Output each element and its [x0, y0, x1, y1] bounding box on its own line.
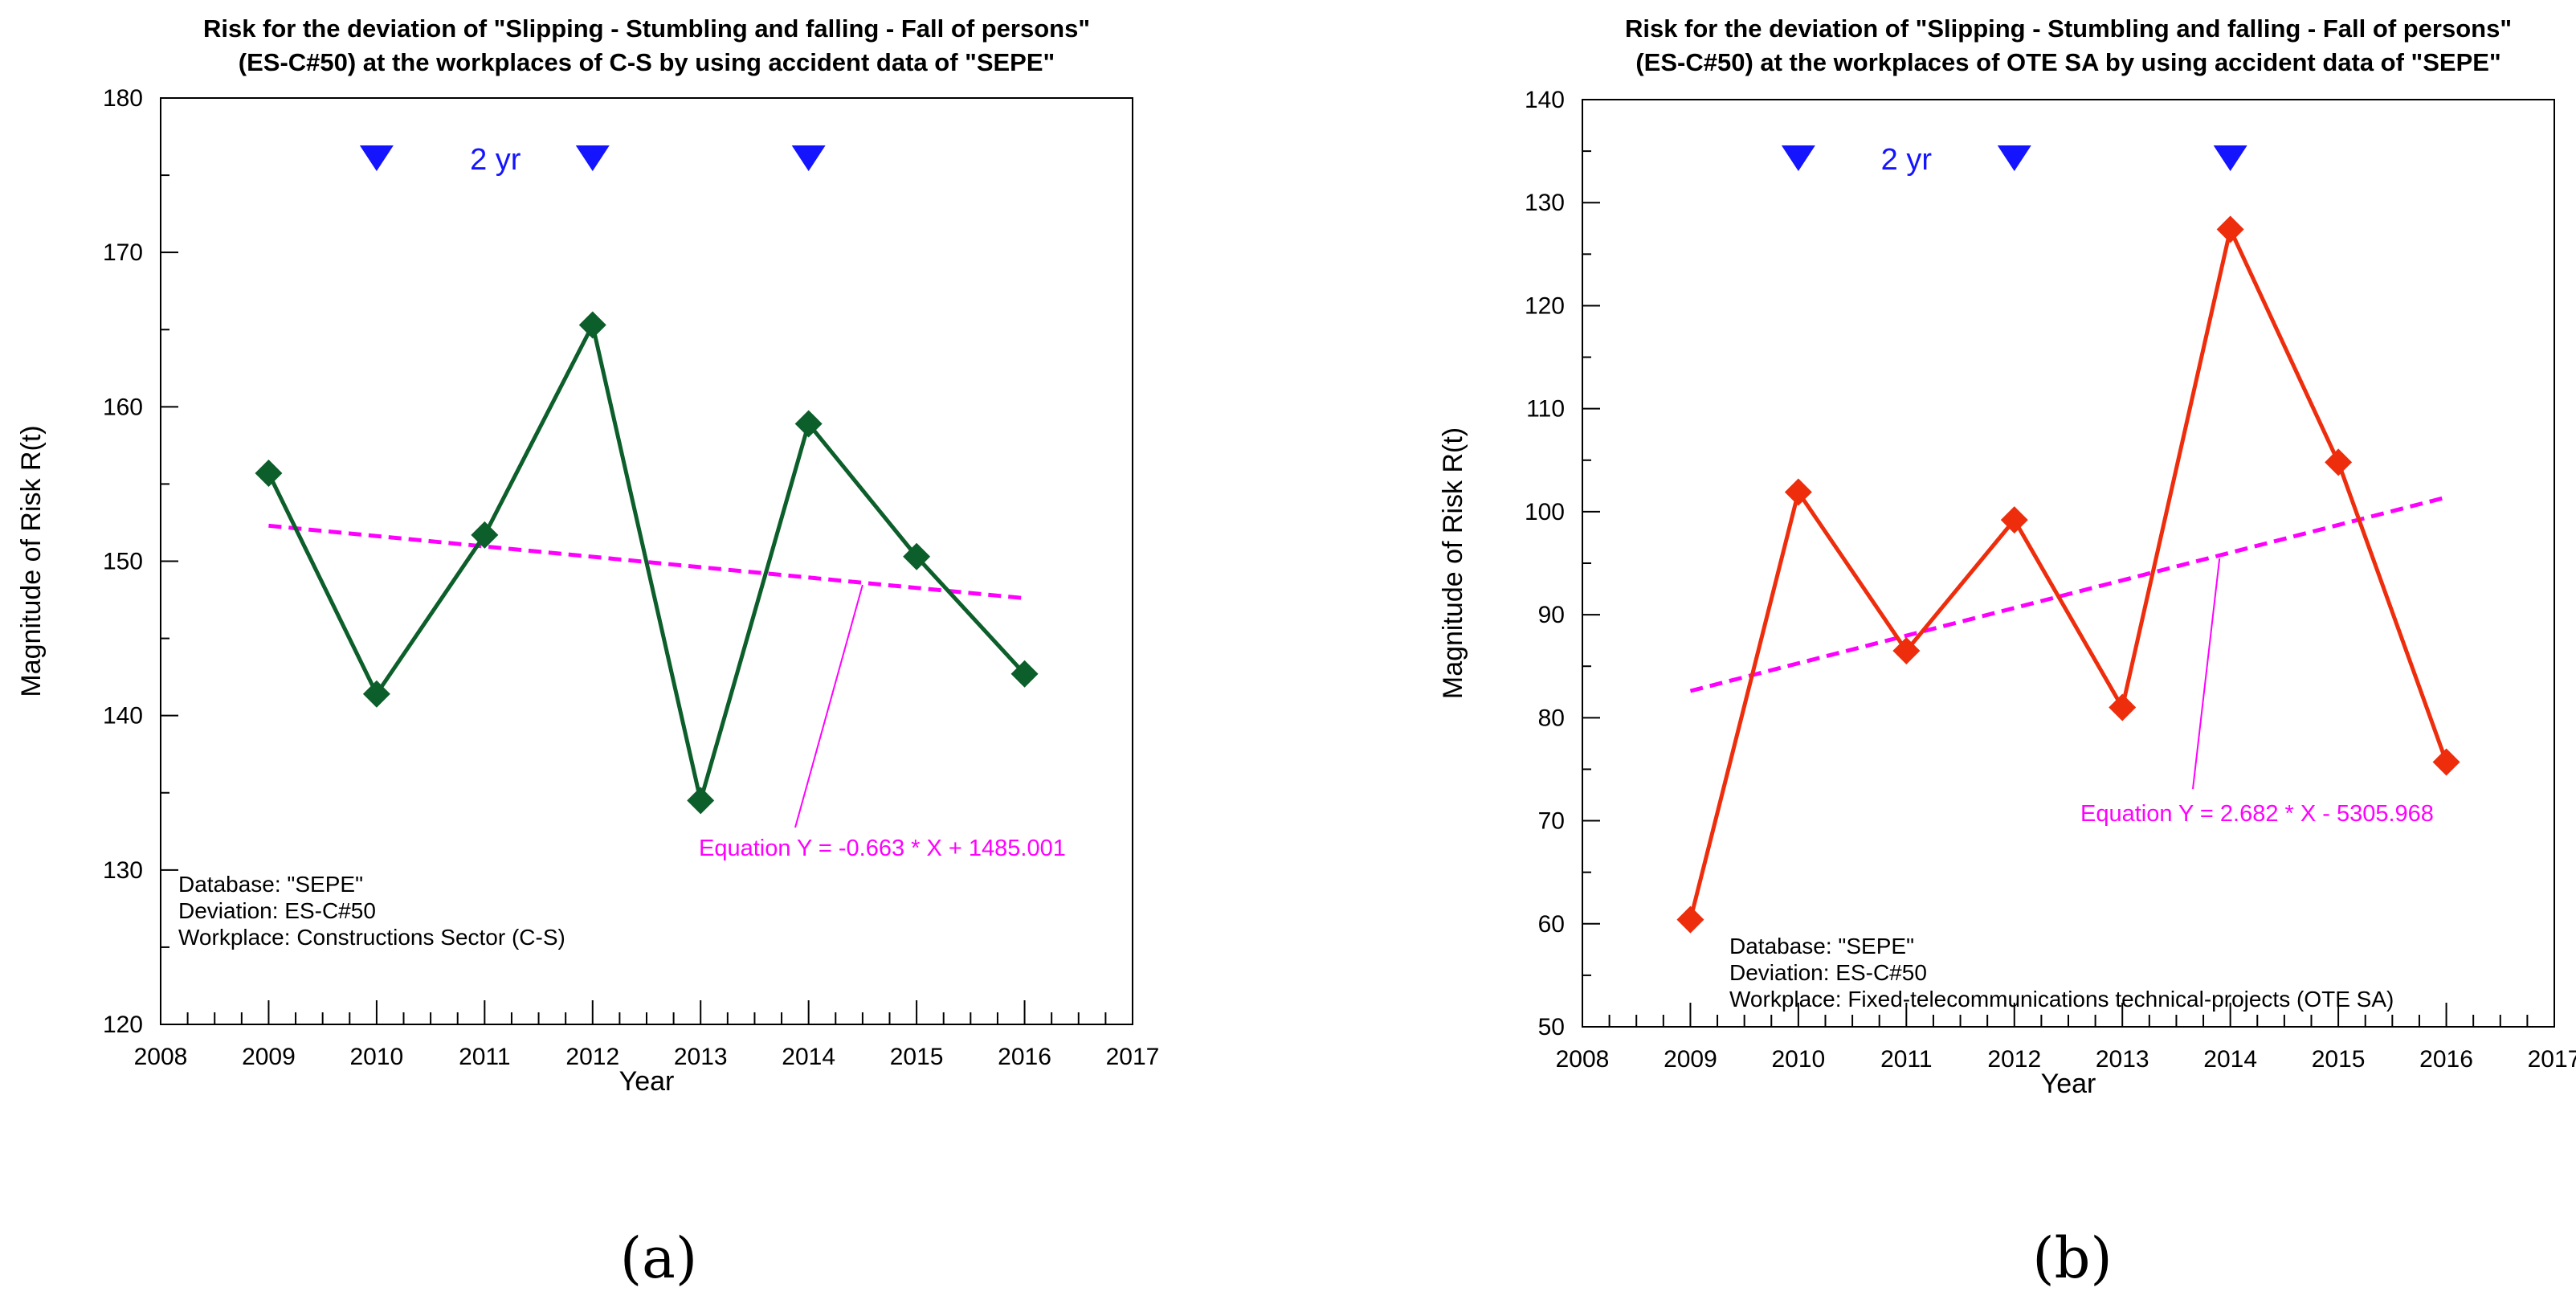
- y-tick-label: 130: [103, 857, 143, 884]
- trend-line: [1689, 495, 2447, 693]
- x-tick-label: 2016: [2419, 1046, 2473, 1073]
- data-point-marker: [2216, 215, 2244, 243]
- period-marker: [2213, 145, 2247, 171]
- y-tick-label: 80: [1538, 705, 1565, 731]
- x-tick-label: 2012: [565, 1044, 619, 1070]
- x-axis-label: Year: [619, 1066, 675, 1097]
- y-tick-label: 90: [1538, 602, 1565, 628]
- data-point-marker: [2432, 748, 2460, 776]
- data-point-marker: [362, 680, 390, 708]
- period-marker: [359, 145, 394, 171]
- trend-line: [268, 523, 1025, 601]
- series-line: [267, 322, 1027, 803]
- x-tick-label: 2009: [1664, 1046, 1717, 1073]
- period-marker: [1997, 145, 2031, 171]
- x-tick-label: 2010: [350, 1044, 404, 1070]
- y-tick-label: 130: [1525, 190, 1565, 216]
- chart-title-line2: (ES-C#50) at the workplaces of C-S by us…: [239, 48, 1055, 76]
- chart-title-line2: (ES-C#50) at the workplaces of OTE SA by…: [1635, 48, 2500, 76]
- data-point-marker: [1892, 636, 1921, 664]
- plot-frame: [1582, 99, 2555, 1028]
- period-label: 2 yr: [1881, 143, 1933, 177]
- equation-pointer: [2192, 558, 2221, 790]
- info-line: Database: "SEPE": [178, 872, 363, 897]
- equation-pointer: [794, 584, 863, 828]
- info-line: Deviation: ES-C#50: [178, 898, 376, 923]
- y-tick-label: 150: [103, 549, 143, 575]
- chart-title-line1: Risk for the deviation of "Slipping - St…: [203, 14, 1090, 43]
- info-line: Database: "SEPE": [1729, 934, 1914, 959]
- x-tick-label: 2016: [998, 1044, 1051, 1070]
- y-tick-label: 170: [103, 239, 143, 266]
- series-line: [1688, 227, 2448, 921]
- period-marker: [791, 145, 826, 171]
- y-axis-label: Magnitude of Risk R(t): [16, 425, 47, 697]
- y-tick-label: 60: [1538, 911, 1565, 938]
- panel-caption: (a): [620, 1225, 697, 1291]
- x-tick-label: 2017: [1106, 1044, 1160, 1070]
- x-tick-label: 2015: [890, 1044, 944, 1070]
- x-tick-label: 2014: [782, 1044, 835, 1070]
- equation-label: Equation Y = -0.663 * X + 1485.001: [699, 836, 1066, 861]
- y-tick-label: 140: [1525, 87, 1565, 113]
- period-label: 2 yr: [470, 143, 521, 177]
- x-tick-label: 2013: [674, 1044, 728, 1070]
- y-tick-label: 100: [1525, 499, 1565, 525]
- chart-a: Risk for the deviation of "Slipping - St…: [16, 14, 1159, 1291]
- data-point-marker: [2000, 506, 2028, 534]
- data-point-marker: [903, 542, 931, 570]
- info-line: Workplace: Constructions Sector (C-S): [178, 925, 565, 950]
- x-tick-label: 2015: [2312, 1046, 2366, 1073]
- y-tick-label: 120: [1525, 292, 1565, 319]
- x-tick-label: 2017: [2528, 1046, 2576, 1073]
- y-tick-label: 50: [1538, 1014, 1565, 1040]
- y-tick-label: 70: [1538, 808, 1565, 835]
- data-point-marker: [1676, 905, 1704, 934]
- x-tick-label: 2009: [242, 1044, 296, 1070]
- equation-label: Equation Y = 2.682 * X - 5305.968: [2080, 801, 2434, 827]
- chart-b: Risk for the deviation of "Slipping - St…: [1438, 14, 2576, 1291]
- x-tick-label: 2013: [2096, 1046, 2149, 1073]
- data-point-marker: [2109, 693, 2137, 721]
- data-point-marker: [794, 410, 823, 438]
- data-point-marker: [2325, 448, 2353, 476]
- x-tick-label: 2011: [1880, 1046, 1933, 1073]
- data-point-marker: [471, 521, 499, 549]
- x-tick-label: 2010: [1772, 1046, 1826, 1073]
- x-tick-label: 2008: [1556, 1046, 1610, 1073]
- y-tick-label: 110: [1526, 396, 1565, 423]
- y-axis-label: Magnitude of Risk R(t): [1438, 427, 1468, 699]
- y-tick-label: 160: [103, 394, 143, 420]
- panel-caption: (b): [2032, 1225, 2112, 1291]
- data-point-marker: [1784, 478, 1812, 506]
- y-tick-label: 140: [103, 703, 143, 730]
- data-point-marker: [255, 459, 283, 487]
- x-axis-label: Year: [2041, 1069, 2096, 1099]
- data-point-marker: [1010, 660, 1039, 688]
- data-point-marker: [578, 311, 606, 339]
- chart-title-line1: Risk for the deviation of "Slipping - St…: [1625, 14, 2512, 43]
- period-marker: [575, 145, 610, 171]
- x-tick-label: 2014: [2203, 1046, 2257, 1073]
- x-tick-label: 2011: [459, 1044, 511, 1070]
- info-line: Workplace: Fixed-telecommunications tech…: [1729, 987, 2394, 1012]
- y-tick-label: 120: [103, 1012, 143, 1038]
- period-marker: [1781, 145, 1815, 171]
- x-tick-label: 2008: [134, 1044, 188, 1070]
- info-line: Deviation: ES-C#50: [1729, 960, 1927, 985]
- data-point-marker: [687, 787, 715, 815]
- x-tick-label: 2012: [1987, 1046, 2041, 1073]
- y-tick-label: 180: [103, 85, 143, 112]
